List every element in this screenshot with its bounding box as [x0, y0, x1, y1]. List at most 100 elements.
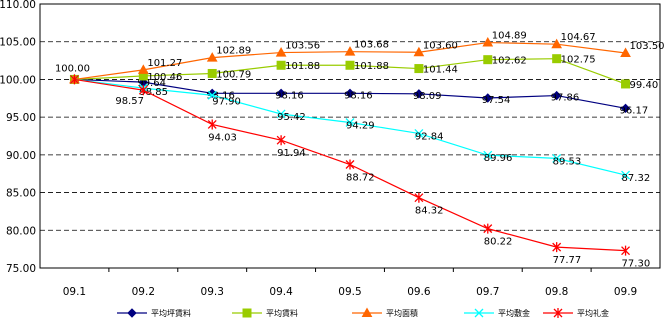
data-point	[620, 103, 631, 114]
legend-marker	[127, 308, 137, 318]
data-label: 94.29	[346, 120, 375, 131]
data-label: 103.68	[354, 40, 389, 51]
data-point	[414, 64, 424, 74]
data-point	[552, 54, 562, 64]
data-point	[620, 47, 631, 58]
data-label: 89.96	[484, 153, 513, 164]
data-label: 97.54	[482, 95, 511, 106]
data-label: 89.53	[553, 156, 582, 167]
data-label: 77.30	[622, 259, 651, 270]
data-point	[482, 37, 494, 47]
data-point	[275, 47, 287, 57]
legend-marker	[361, 307, 373, 317]
legend-label: 平均礼金	[577, 308, 609, 318]
data-point	[413, 46, 425, 57]
y-tick-label: 105.00	[0, 37, 36, 49]
data-label: 87.32	[622, 173, 651, 184]
data-label: 88.72	[346, 173, 375, 184]
legend-marker	[242, 308, 252, 318]
x-tick-label: 09.6	[407, 286, 431, 298]
data-point	[276, 109, 286, 119]
data-label: 97.86	[551, 93, 580, 104]
y-tick-label: 90.00	[6, 150, 36, 162]
data-point	[276, 60, 286, 70]
data-label: 101.44	[423, 65, 458, 76]
x-tick-label: 09.5	[338, 286, 361, 298]
x-tick-label: 09.7	[476, 286, 499, 298]
y-tick-label: 80.00	[6, 225, 36, 237]
data-point	[206, 52, 218, 62]
y-tick-label: 75.00	[6, 263, 36, 275]
data-label: 102.62	[492, 56, 527, 67]
data-label: 92.84	[415, 131, 444, 142]
legend-label: 平均賃料	[266, 308, 298, 318]
data-point	[414, 128, 424, 138]
data-label: 96.17	[620, 105, 649, 116]
data-label: 101.88	[354, 61, 389, 72]
data-point	[621, 245, 631, 256]
data-point	[483, 150, 493, 160]
data-label: 98.85	[139, 87, 168, 98]
data-label: 97.90	[212, 96, 241, 107]
data-label: 80.22	[484, 237, 513, 248]
data-label: 84.32	[415, 206, 444, 217]
data-point	[344, 46, 356, 56]
data-label: 100.79	[216, 69, 251, 80]
legend-marker	[474, 308, 484, 318]
data-label: 98.16	[206, 90, 235, 101]
data-label: 98.16	[344, 90, 373, 101]
x-tick-label: 09.1	[63, 286, 86, 298]
x-tick-label: 09.8	[545, 286, 568, 298]
y-tick-label: 95.00	[6, 112, 36, 124]
data-label: 98.09	[413, 91, 442, 102]
data-label: 94.03	[208, 132, 237, 143]
x-tick-label: 09.2	[132, 286, 155, 298]
y-tick-label: 110.00	[0, 0, 36, 11]
x-tick-label: 09.4	[269, 286, 293, 298]
data-label: 101.27	[147, 58, 182, 69]
data-point	[414, 89, 424, 99]
data-label: 91.94	[277, 148, 306, 159]
data-point	[483, 93, 493, 103]
legend-label: 平均敷金	[498, 308, 530, 318]
data-label: 102.75	[561, 55, 596, 66]
data-label: 103.50	[630, 41, 665, 52]
data-point	[207, 68, 217, 78]
legend-marker	[553, 308, 563, 318]
data-point	[207, 119, 217, 130]
plot-area	[39, 3, 661, 269]
legend-label: 平均面積	[386, 308, 418, 318]
data-label: 99.64	[137, 78, 166, 89]
data-point	[551, 38, 563, 49]
data-point	[276, 88, 286, 99]
data-point	[551, 90, 562, 101]
data-point	[483, 55, 493, 65]
data-point	[345, 159, 355, 170]
y-tick-label: 100.00	[0, 74, 36, 86]
data-label: 103.60	[423, 40, 458, 51]
data-label: 100.46	[147, 72, 182, 83]
data-point	[621, 170, 631, 180]
data-label: 102.89	[216, 46, 251, 57]
y-tick-label: 85.00	[6, 188, 36, 200]
data-point	[483, 223, 493, 234]
data-label: 100.00	[55, 63, 90, 74]
data-label: 101.88	[285, 61, 320, 72]
data-label: 98.57	[115, 96, 144, 107]
data-label: 103.56	[285, 41, 320, 52]
data-point	[138, 85, 148, 96]
x-tick-label: 09.9	[614, 286, 637, 298]
data-label: 98.16	[275, 90, 304, 101]
data-point	[552, 153, 562, 163]
data-point	[414, 192, 424, 203]
data-label: 77.77	[553, 255, 582, 266]
data-label: 99.40	[630, 80, 659, 91]
data-label: 104.67	[561, 32, 596, 43]
data-point	[69, 74, 79, 85]
data-point	[552, 242, 562, 253]
legend-label: 平均坪賃料	[151, 308, 191, 318]
data-label: 95.42	[277, 112, 306, 123]
data-point	[207, 90, 217, 100]
data-point	[276, 135, 286, 146]
